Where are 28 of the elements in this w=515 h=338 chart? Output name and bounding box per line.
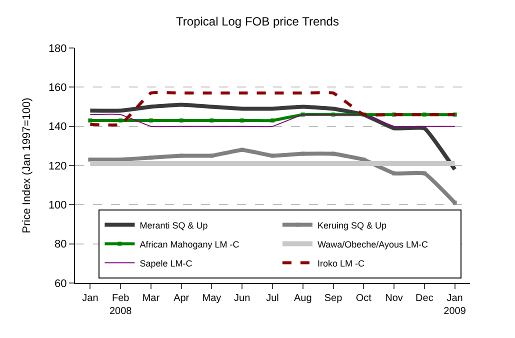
x-tick-label: Jul xyxy=(266,293,279,304)
y-tick-label: 180 xyxy=(48,42,67,55)
legend-label: Wawa/Obeche/Ayous LM-C xyxy=(317,239,428,250)
x-tick-label: May xyxy=(202,293,222,304)
legend-label: Sapele LM-C xyxy=(140,258,193,268)
y-tick-label: 80 xyxy=(54,238,67,251)
x-tick-label: Feb 2008 xyxy=(109,293,132,317)
x-tick-label: Jan xyxy=(82,293,98,304)
legend-label: African Mahogany LM -C xyxy=(140,239,240,250)
y-tick-label: 120 xyxy=(48,160,67,172)
x-tick-label: Sep xyxy=(324,293,343,304)
legend-label: Iroko LM -C xyxy=(317,258,365,268)
chart-title: Tropical Log FOB price Trends xyxy=(176,14,339,28)
legend-label: Meranti SQ & Up xyxy=(140,220,208,230)
x-tick-label: Mar xyxy=(142,293,160,304)
y-tick-label: 60 xyxy=(54,278,67,290)
y-axis-title: Price Index (Jan 1997=100) xyxy=(21,98,34,234)
x-tick-label: Jan 2009 xyxy=(444,293,466,317)
y-tick-label: 160 xyxy=(48,82,67,94)
x-tick-label: Dec xyxy=(416,293,434,304)
x-tick-label: Jun xyxy=(234,293,250,304)
legend-label: Keruing SQ & Up xyxy=(317,220,386,230)
y-tick-label: 140 xyxy=(48,121,67,134)
x-tick-label: Aug xyxy=(294,293,312,304)
x-tick-label: Nov xyxy=(385,293,403,304)
x-tick-label: Apr xyxy=(174,293,190,304)
x-tick-label: Oct xyxy=(356,293,372,304)
y-tick-label: 100 xyxy=(48,200,67,212)
